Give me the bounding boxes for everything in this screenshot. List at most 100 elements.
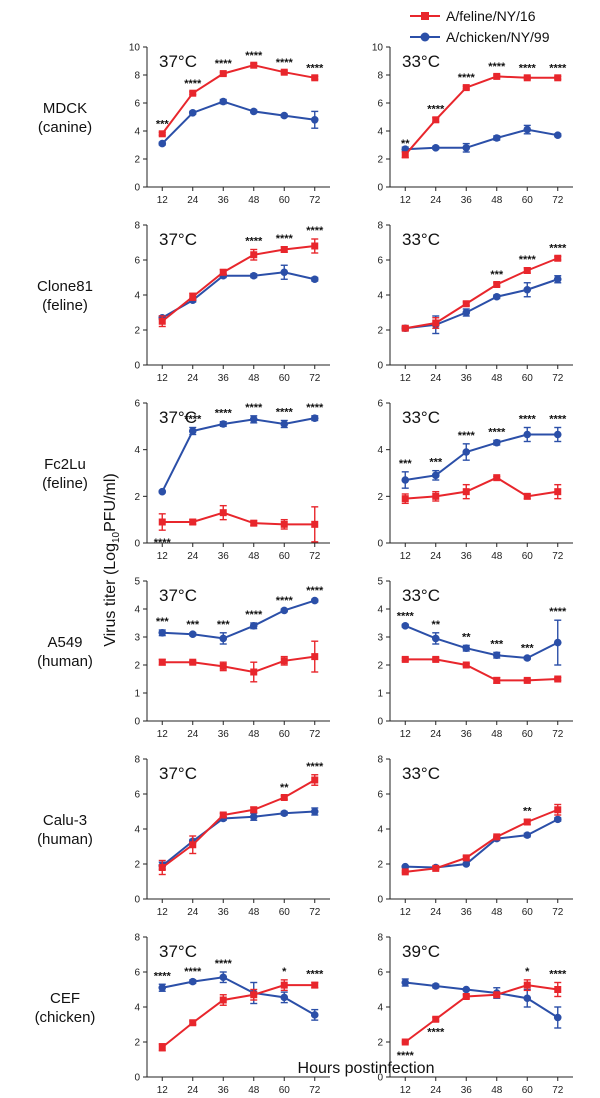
feline-point bbox=[523, 981, 531, 989]
significance-label: **** bbox=[549, 969, 567, 981]
y-tick-label: 3 bbox=[134, 633, 140, 644]
feline-series-line bbox=[162, 655, 315, 674]
feline-series-line bbox=[161, 245, 315, 323]
significance-label: ** bbox=[401, 138, 410, 150]
temperature-label: 33°C bbox=[402, 764, 440, 783]
x-tick-label: 12 bbox=[400, 551, 412, 562]
significance-label: **** bbox=[276, 407, 294, 419]
chicken-point bbox=[280, 809, 289, 818]
chicken-point bbox=[188, 977, 197, 986]
cell-line-label: Clone81 bbox=[37, 278, 93, 295]
row-label-3: A549 (human) bbox=[37, 634, 93, 670]
y-tick-label: 6 bbox=[377, 399, 383, 410]
feline-point bbox=[311, 242, 319, 250]
temperature-label: 39°C bbox=[402, 942, 440, 961]
chicken-point bbox=[219, 97, 228, 106]
y-tick-label: 6 bbox=[377, 790, 383, 801]
chicken-series-line bbox=[161, 417, 315, 493]
x-tick-label: 60 bbox=[522, 195, 534, 206]
feline-series-line bbox=[162, 511, 315, 526]
chicken-series-line bbox=[404, 624, 559, 660]
y-tick-label: 10 bbox=[372, 43, 384, 54]
chicken-point bbox=[310, 807, 319, 816]
chicken-series-line bbox=[405, 818, 559, 869]
feline-point bbox=[432, 116, 440, 124]
cell-line-label: MDCK bbox=[43, 100, 87, 117]
y-tick-label: 8 bbox=[134, 755, 140, 766]
feline-point bbox=[158, 130, 166, 138]
significance-label: **** bbox=[549, 414, 567, 426]
significance-label: **** bbox=[276, 233, 294, 245]
significance-label: **** bbox=[276, 57, 294, 69]
feline-point bbox=[401, 495, 409, 503]
significance-label: **** bbox=[488, 61, 506, 73]
significance-label: **** bbox=[154, 970, 172, 982]
x-tick-label: 36 bbox=[218, 729, 230, 740]
temperature-label: 33°C bbox=[402, 52, 440, 71]
feline-point bbox=[432, 1015, 440, 1023]
x-tick-label: 72 bbox=[309, 195, 321, 206]
legend-chicken-label: A/chicken/NY/99 bbox=[446, 29, 550, 45]
chicken-point bbox=[492, 651, 501, 659]
chicken-point bbox=[249, 812, 258, 821]
chicken-point bbox=[553, 275, 562, 284]
x-tick-label: 48 bbox=[491, 195, 503, 206]
feline-point bbox=[523, 267, 531, 274]
feline-point bbox=[250, 991, 258, 999]
significance-label: **** bbox=[184, 966, 202, 978]
x-tick-label: 48 bbox=[248, 373, 260, 384]
significance-label: **** bbox=[427, 104, 445, 116]
y-tick-label: 6 bbox=[134, 399, 140, 410]
x-tick-label: 36 bbox=[218, 1085, 230, 1096]
chicken-point bbox=[401, 978, 410, 987]
y-tick-label: 8 bbox=[377, 71, 383, 82]
feline-point bbox=[493, 991, 501, 999]
feline-point bbox=[311, 520, 319, 528]
cell-line-label: A549 bbox=[47, 634, 82, 651]
temperature-label: 33°C bbox=[402, 586, 440, 605]
feline-point bbox=[280, 68, 288, 76]
y-tick-label: 2 bbox=[377, 860, 383, 871]
x-tick-label: 24 bbox=[187, 907, 199, 918]
feline-point bbox=[250, 519, 258, 527]
chicken-point bbox=[462, 644, 471, 652]
chicken-point bbox=[492, 438, 501, 447]
feline-point bbox=[219, 811, 227, 819]
feline-point bbox=[189, 89, 197, 97]
y-tick-label: 0 bbox=[134, 895, 140, 906]
feline-point bbox=[554, 986, 562, 993]
y-tick-label: 8 bbox=[377, 933, 383, 944]
feline-point bbox=[401, 151, 409, 159]
chicken-series-line bbox=[161, 810, 315, 867]
legend-feline-marker bbox=[421, 12, 429, 20]
x-tick-label: 48 bbox=[248, 907, 260, 918]
y-tick-label: 5 bbox=[134, 577, 140, 588]
temperature-label: 37°C bbox=[159, 52, 197, 71]
significance-label: *** bbox=[399, 458, 413, 470]
temperature-label: 37°C bbox=[159, 586, 197, 605]
feline-point bbox=[219, 268, 227, 276]
x-tick-label: 24 bbox=[430, 373, 442, 384]
x-tick-label: 72 bbox=[309, 729, 321, 740]
feline-point bbox=[311, 653, 319, 661]
y-tick-label: 4 bbox=[134, 825, 140, 836]
x-tick-label: 12 bbox=[400, 195, 412, 206]
feline-series-line bbox=[404, 984, 558, 1043]
significance-label: **** bbox=[519, 414, 537, 426]
row-label-0: MDCK (canine) bbox=[38, 100, 92, 136]
y-tick-label: 8 bbox=[134, 933, 140, 944]
chicken-point bbox=[310, 596, 319, 605]
significance-label: **** bbox=[306, 62, 324, 74]
feline-point bbox=[523, 492, 531, 500]
x-tick-label: 72 bbox=[309, 373, 321, 384]
x-tick-label: 36 bbox=[218, 551, 230, 562]
x-tick-label: 24 bbox=[187, 195, 199, 206]
legend-feline-label: A/feline/NY/16 bbox=[446, 8, 536, 24]
y-tick-label: 2 bbox=[377, 326, 383, 337]
y-tick-label: 4 bbox=[134, 605, 140, 616]
significance-label: **** bbox=[397, 610, 415, 622]
